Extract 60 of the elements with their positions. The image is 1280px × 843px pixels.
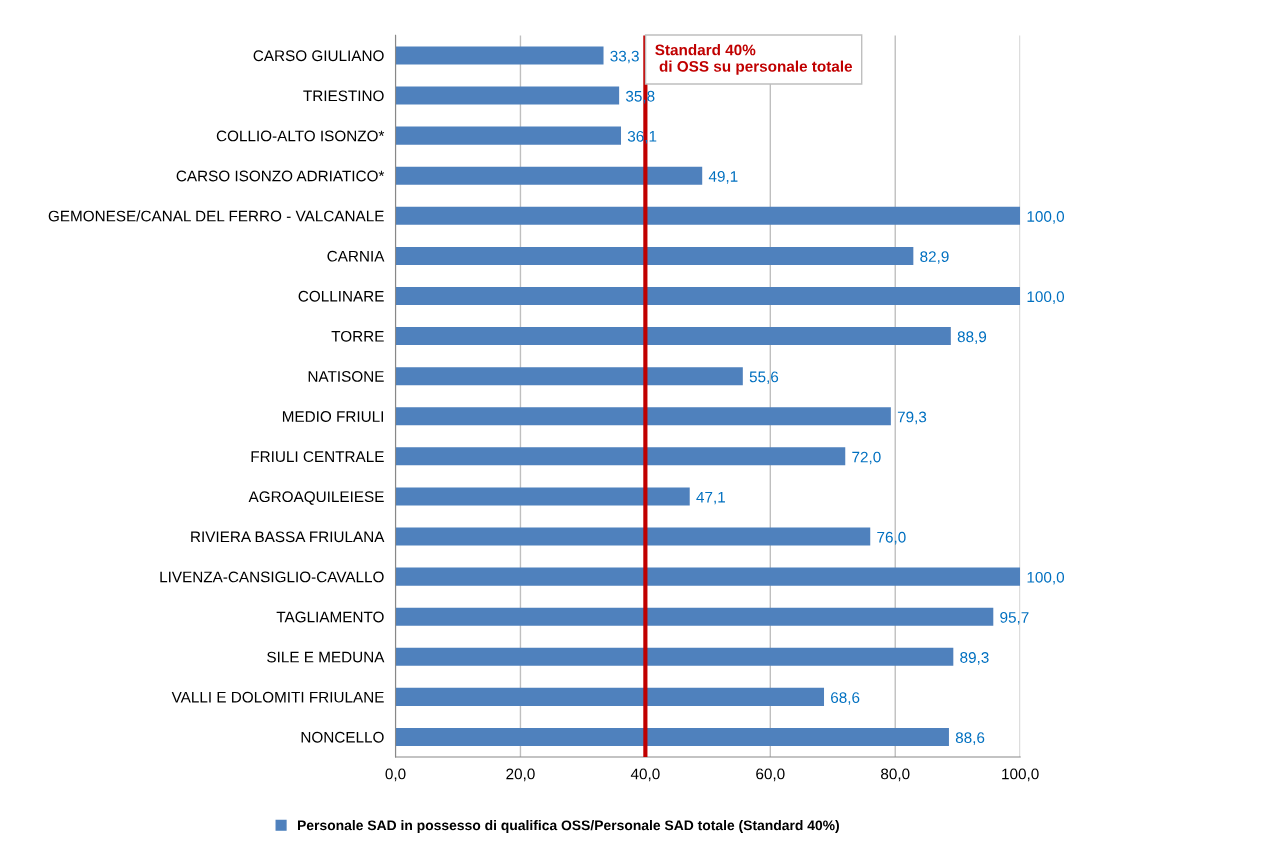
bar [395, 487, 690, 506]
data-label: 89,3 [960, 652, 989, 665]
ref-line-label: Standard 40% di OSS su personale totale [655, 44, 853, 75]
bar [395, 527, 871, 546]
data-label: 100,0 [1027, 211, 1065, 224]
y-tick-label: TORRE [331, 330, 384, 342]
data-label: 100,0 [1027, 291, 1065, 304]
y-tick-label: CARNIA [327, 250, 385, 262]
x-tick-label: 80,0 [881, 768, 910, 782]
y-tick-label: NONCELLO [301, 731, 384, 743]
data-label: 82,9 [920, 251, 949, 264]
data-label: 47,1 [696, 491, 725, 505]
y-tick-label: CARSO GIULIANO [253, 50, 384, 62]
y-tick-label: COLLINARE [298, 290, 384, 302]
bar [395, 567, 1021, 586]
data-label: 79,3 [897, 411, 927, 425]
data-label: 88,9 [957, 331, 987, 344]
bar [395, 447, 846, 466]
y-tick-label: CARSO ISONZO ADRIATICO* [176, 170, 385, 182]
data-label: 33,3 [610, 50, 639, 64]
bar [395, 286, 1021, 306]
bar [395, 407, 891, 426]
bar [395, 327, 951, 346]
y-tick-label: SILE E MEDUNA [267, 651, 385, 663]
y-tick-label: LIVENZA-CANSIGLIO-CAVALLO [160, 571, 384, 583]
y-tick-label: COLLIO-ALTO ISONZO* [216, 130, 385, 142]
data-label: 76,0 [877, 531, 906, 545]
bar [395, 46, 604, 65]
data-label: 72,0 [852, 451, 881, 465]
y-tick-label: MEDIO FRIULI [282, 411, 383, 422]
legend-label: Personale SAD in possesso di qualifica OSS/Personale SAD totale (Standard 40%) [297, 820, 839, 833]
x-tick-label: 40,0 [630, 768, 660, 782]
bar [395, 246, 914, 265]
data-label: 49,1 [708, 171, 738, 184]
bar [395, 126, 622, 145]
data-label: 88,6 [955, 732, 985, 745]
bar [395, 206, 1021, 225]
bar [395, 607, 994, 626]
x-tick-label: 60,0 [756, 768, 785, 782]
y-tick-label: FRIULI CENTRALE [251, 451, 384, 463]
bar [395, 166, 703, 185]
y-tick-label: AGROAQUILEIESE [248, 491, 384, 505]
data-label: 68,6 [831, 692, 860, 705]
y-tick-label: TRIESTINO [303, 90, 384, 102]
y-tick-label: NATISONE [308, 371, 384, 382]
x-tick-label: 100,0 [1002, 768, 1039, 782]
y-tick-label: VALLI E DOLOMITI FRIULANE [171, 691, 384, 703]
data-label: 100,0 [1027, 571, 1065, 585]
y-tick-label: TAGLIAMENTO [276, 611, 384, 623]
bar [395, 687, 825, 706]
bar [395, 367, 743, 386]
bar [395, 727, 949, 746]
y-tick-label: GEMONESE/CANAL DEL FERRO - VALCANALE [48, 210, 384, 222]
x-tick-label: 0,0 [385, 768, 406, 782]
bar [395, 86, 620, 105]
data-label: 55,6 [749, 371, 779, 385]
data-label: 95,7 [1000, 611, 1029, 625]
x-tick-label: 20,0 [506, 768, 535, 782]
y-tick-label: RIVIERA BASSA FRIULANA [191, 531, 385, 543]
bar [395, 647, 954, 666]
